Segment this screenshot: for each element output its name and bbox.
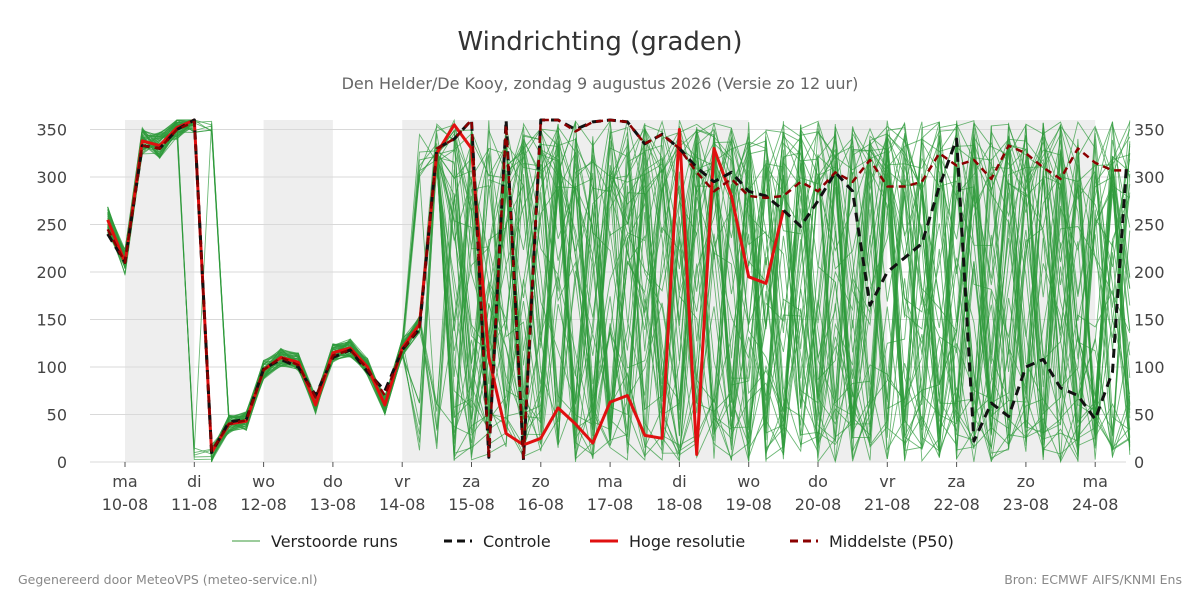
- x-tick-date-7: 17-08: [587, 495, 634, 514]
- chart-subtitle: Den Helder/De Kooy, zondag 9 augustus 20…: [342, 74, 859, 93]
- legend-label-3: Middelste (P50): [829, 532, 954, 551]
- legend-label-1: Controle: [483, 532, 551, 551]
- legend-label-0: Verstoorde runs: [271, 532, 398, 551]
- x-tick-date-11: 21-08: [864, 495, 911, 514]
- y-tick-left-0: 0: [57, 453, 67, 472]
- x-tick-date-0: 10-08: [102, 495, 149, 514]
- x-tick-date-2: 12-08: [240, 495, 287, 514]
- x-tick-day-4: vr: [394, 472, 410, 491]
- x-tick-date-6: 16-08: [518, 495, 565, 514]
- y-tick-right-200: 200: [1134, 263, 1165, 282]
- y-tick-right-350: 350: [1134, 121, 1165, 140]
- shaded-period-0: [125, 120, 195, 462]
- y-tick-left-150: 150: [36, 311, 67, 330]
- y-tick-right-300: 300: [1134, 168, 1165, 187]
- x-tick-day-14: ma: [1083, 472, 1108, 491]
- y-tick-left-300: 300: [36, 168, 67, 187]
- x-tick-day-2: wo: [252, 472, 275, 491]
- x-tick-day-8: di: [672, 472, 687, 491]
- x-tick-date-4: 14-08: [379, 495, 426, 514]
- ensemble-run-48: [107, 119, 1131, 458]
- footer-source: Bron: ECMWF AIFS/KNMI Ens: [1004, 572, 1182, 587]
- shaded-period-1: [263, 120, 333, 462]
- y-tick-right-250: 250: [1134, 216, 1165, 235]
- x-tick-day-3: do: [323, 472, 343, 491]
- x-tick-day-1: di: [187, 472, 202, 491]
- legend: Verstoorde runs Controle Hoge resolutie Mid…: [232, 532, 954, 551]
- ensemble-run-42: [107, 123, 1131, 458]
- x-tick-date-12: 22-08: [933, 495, 980, 514]
- y-tick-right-150: 150: [1134, 311, 1165, 330]
- x-tick-day-7: ma: [597, 472, 622, 491]
- x-tick-day-5: za: [462, 472, 480, 491]
- main-series: [106, 118, 1128, 462]
- ensemble-run-46: [107, 119, 1131, 462]
- x-tick-date-8: 18-08: [656, 495, 703, 514]
- y-axis-left: 0 50 100 150 200 250 300 350: [36, 121, 67, 473]
- series-controle: [106, 118, 1128, 462]
- x-tick-date-3: 13-08: [310, 495, 357, 514]
- ensemble-run-49: [107, 123, 1131, 461]
- x-tick-date-1: 11-08: [171, 495, 218, 514]
- x-tick-day-9: wo: [737, 472, 760, 491]
- x-tick-date-14: 24-08: [1072, 495, 1119, 514]
- ensemble-run-40: [107, 124, 1131, 463]
- x-axis: ma 10-08 di 11-08 wo 12-08 do 13-08 vr 14-08 za 15-…: [102, 462, 1119, 514]
- x-tick-day-6: zo: [532, 472, 550, 491]
- y-tick-right-0: 0: [1134, 453, 1144, 472]
- y-tick-left-100: 100: [36, 358, 67, 377]
- y-tick-left-250: 250: [36, 216, 67, 235]
- ensemble-run-36: [107, 120, 1131, 458]
- x-tick-day-13: zo: [1017, 472, 1035, 491]
- series-hoge-resolutie: [106, 118, 785, 456]
- legend-label-2: Hoge resolutie: [629, 532, 745, 551]
- ensemble-run-41: [107, 120, 1131, 460]
- y-axis-right: 0 50 100 150 200 250 300 350: [1134, 121, 1165, 473]
- y-tick-left-200: 200: [36, 263, 67, 282]
- x-tick-date-13: 23-08: [1003, 495, 1050, 514]
- chart-title: Windrichting (graden): [457, 27, 742, 57]
- x-tick-day-0: ma: [112, 472, 137, 491]
- y-tick-right-50: 50: [1134, 406, 1154, 425]
- x-tick-day-12: za: [947, 472, 965, 491]
- x-tick-day-10: do: [808, 472, 828, 491]
- y-tick-right-100: 100: [1134, 358, 1165, 377]
- ensemble-runs: [107, 118, 1131, 464]
- ensemble-run-32: [107, 120, 1131, 456]
- x-tick-date-5: 15-08: [448, 495, 495, 514]
- y-tick-left-50: 50: [47, 406, 67, 425]
- x-tick-date-9: 19-08: [725, 495, 772, 514]
- y-tick-left-350: 350: [36, 121, 67, 140]
- x-tick-day-11: vr: [879, 472, 895, 491]
- footer-generated-by: Gegenereerd door MeteoVPS (meteo-service…: [18, 572, 318, 587]
- x-tick-date-10: 20-08: [795, 495, 842, 514]
